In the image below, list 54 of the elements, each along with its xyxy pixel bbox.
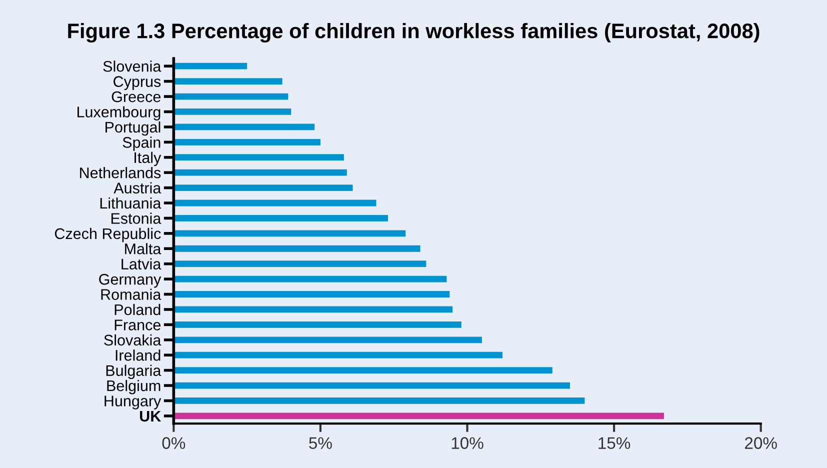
- x-tick-label: 5%: [309, 437, 332, 449]
- y-tick-label: Austria: [114, 182, 162, 194]
- bar: [174, 200, 376, 206]
- bar: [174, 291, 450, 298]
- bar: [174, 215, 388, 222]
- y-tick-label: Belgium: [107, 380, 160, 394]
- y-tick-label: Italy: [134, 152, 162, 166]
- chart-title: Figure 1.3 Percentage of children in workless families (Eurostat, 2008): [68, 23, 760, 43]
- bar: [174, 321, 462, 328]
- bar: [174, 352, 502, 358]
- bar: [174, 93, 288, 100]
- y-tick-label: Malta: [125, 243, 162, 254]
- y-tick-label: Czech Republic: [54, 228, 161, 242]
- bar: [174, 62, 248, 70]
- bar: [174, 398, 585, 404]
- bar: [174, 108, 292, 115]
- y-tick-label: Latvia: [122, 258, 162, 270]
- bar: [174, 138, 320, 146]
- y-tick-label: Romania: [101, 288, 162, 300]
- y-tick-label: Hungary: [104, 396, 162, 410]
- x-tick-label: 10%: [452, 437, 484, 449]
- bar: [174, 382, 570, 389]
- y-tick-label: UK: [140, 410, 162, 422]
- bar: [174, 260, 426, 268]
- y-tick-label: Netherlands: [80, 167, 161, 178]
- bar: [174, 306, 453, 313]
- bar: [174, 184, 353, 191]
- y-tick-label: Germany: [99, 274, 162, 288]
- bar: [174, 412, 664, 420]
- y-tick-label: Slovenia: [103, 60, 162, 72]
- y-tick-label: Spain: [122, 136, 160, 151]
- x-tick-label: 15%: [598, 437, 630, 449]
- bar: [174, 336, 482, 344]
- bar: [174, 245, 420, 252]
- y-tick-label: Ireland: [116, 350, 160, 361]
- y-tick-label: Poland: [114, 304, 160, 316]
- y-tick-label: Portugal: [106, 121, 160, 136]
- bar: [174, 78, 282, 85]
- y-tick-label: Cyprus: [114, 76, 161, 90]
- y-tick-label: Lithuania: [100, 197, 162, 209]
- y-tick-label: Bulgaria: [106, 364, 162, 380]
- y-tick-label: Slovakia: [104, 334, 162, 346]
- y-tick-label: France: [114, 320, 160, 330]
- bar: [174, 367, 552, 374]
- bar: [174, 230, 406, 237]
- x-tick-label: 20%: [745, 437, 777, 449]
- bar: [174, 154, 344, 161]
- bar: [174, 124, 315, 130]
- bar: [174, 276, 447, 282]
- y-tick-label: Greece: [112, 91, 160, 102]
- y-tick-label: Estonia: [111, 212, 162, 224]
- y-tick-label: Luxembourg: [78, 106, 160, 120]
- bar: [174, 169, 347, 176]
- x-tick-label: 0%: [162, 437, 186, 449]
